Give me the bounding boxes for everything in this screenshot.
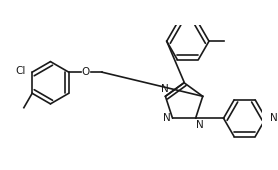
Text: N: N xyxy=(163,113,170,123)
Text: N: N xyxy=(270,113,278,123)
Text: N: N xyxy=(161,84,168,94)
Text: Cl: Cl xyxy=(16,66,26,76)
Text: N: N xyxy=(196,120,204,130)
Text: O: O xyxy=(81,67,90,77)
